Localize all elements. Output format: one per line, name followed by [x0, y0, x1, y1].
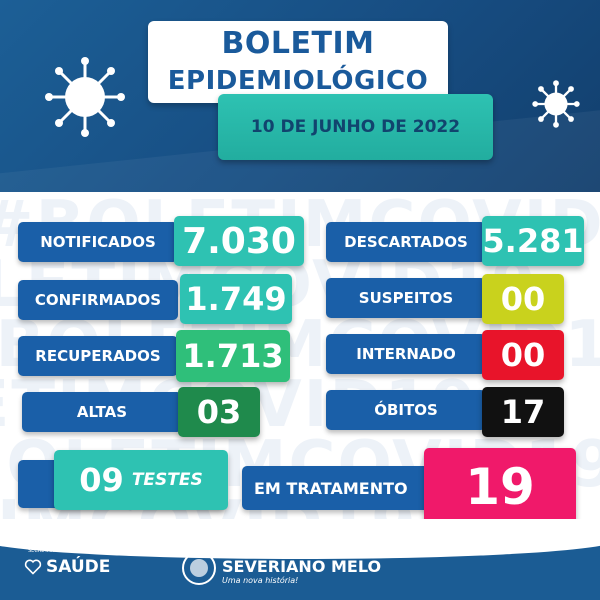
value-em-tratamento: 19	[424, 448, 576, 526]
label-obitos: ÓBITOS	[326, 390, 486, 430]
virus-icon	[45, 57, 125, 137]
footer-wave	[0, 519, 600, 559]
label-notificados: NOTIFICADOS	[18, 222, 178, 262]
value-recuperados: 1.713	[176, 330, 290, 382]
label-suspeitos: SUSPEITOS	[326, 278, 486, 318]
label-em-tratamento: EM TRATAMENTO	[242, 466, 432, 510]
label-altas: ALTAS	[22, 392, 182, 432]
bulletin-date: 10 DE JUNHO DE 2022	[218, 94, 493, 160]
saude-logo: SECRETARIA MUNICIPAL DE SAÚDE	[24, 548, 110, 577]
value-descartados: 5.281	[482, 216, 584, 266]
header-banner: BOLETIM EPIDEMIOLÓGICO 10 DE JUNHO DE 20…	[0, 0, 600, 192]
value-internado: 00	[482, 330, 564, 380]
tests-value: 09	[79, 461, 124, 499]
value-confirmados: 1.749	[180, 274, 292, 324]
bulletin-title: BOLETIM EPIDEMIOLÓGICO	[148, 21, 448, 103]
label-internado: INTERNADO	[326, 334, 486, 374]
title-line-1: BOLETIM	[221, 26, 375, 61]
footer: SECRETARIA MUNICIPAL DE SAÚDE PREFEITURA…	[0, 519, 600, 600]
label-confirmados: CONFIRMADOS	[18, 280, 178, 320]
label-recuperados: RECUPERADOS	[18, 336, 178, 376]
value-suspeitos: 00	[482, 274, 564, 324]
value-obitos: 17	[482, 387, 564, 437]
virus-icon	[532, 80, 580, 128]
value-notificados: 7.030	[174, 216, 304, 266]
tests-label: TESTES	[131, 470, 203, 490]
label-descartados: DESCARTADOS	[326, 222, 486, 262]
prefeitura-logo: PREFEITURA MUNICIPAL DE SEVERIANO MELO U…	[182, 551, 381, 585]
title-line-2: EPIDEMIOLÓGICO	[167, 66, 429, 96]
city-seal-icon	[182, 551, 216, 585]
tests-box: 09 TESTES	[54, 450, 228, 510]
heart-icon	[24, 559, 42, 575]
value-altas: 03	[178, 387, 260, 437]
